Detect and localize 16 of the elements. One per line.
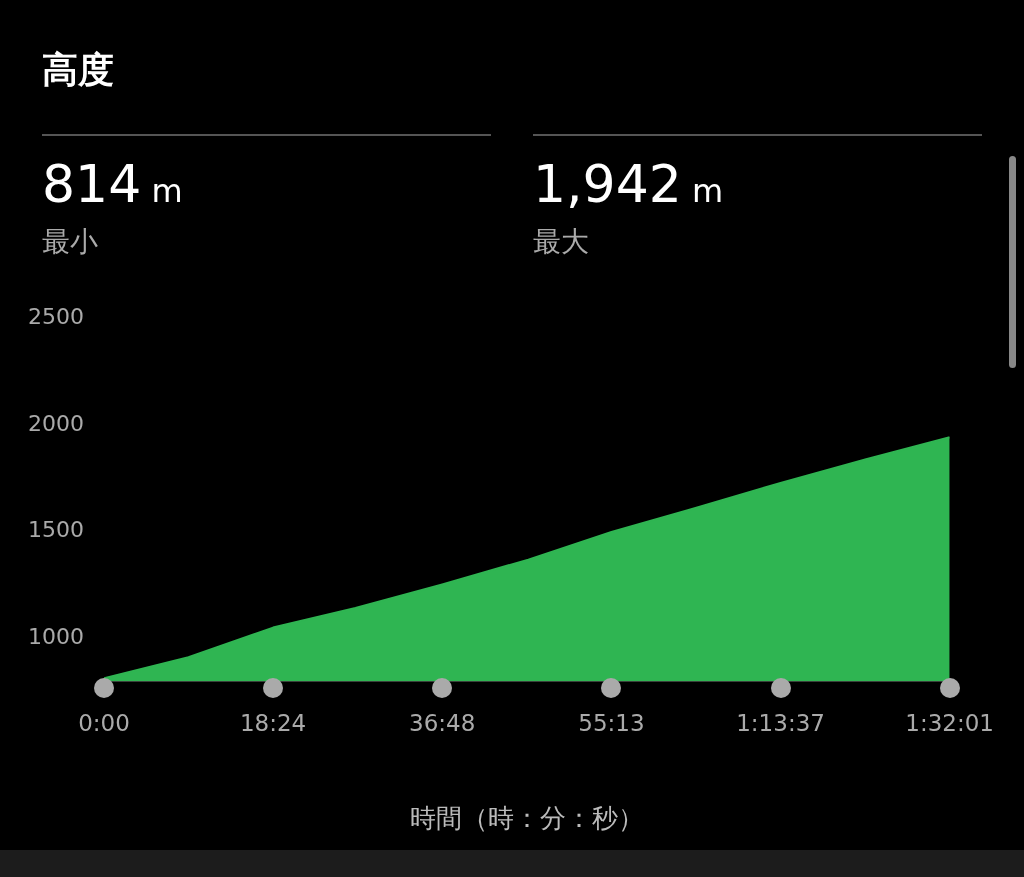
text: 814 m <box>42 154 184 216</box>
x-axis-title: 時間（時：分：秒） <box>409 803 644 834</box>
x-tick-label: 1:32:01 <box>905 709 994 736</box>
text: 最大 <box>533 224 590 260</box>
x-tick-label: 1:13:37 <box>736 709 825 736</box>
x-tick-label: 36:48 <box>409 709 476 736</box>
y-tick-label: 2000 <box>28 410 84 436</box>
y-tick-label: 2500 <box>28 303 84 329</box>
x-tick-label: 18:24 <box>239 709 307 736</box>
x-tick-label: 55:13 <box>578 709 645 736</box>
y-tick-label: 1500 <box>28 517 84 543</box>
chart-title: 高度 <box>42 48 114 92</box>
y-tick-label: 1000 <box>28 624 84 650</box>
x-tick-label: 0:00 <box>78 709 130 736</box>
text: 1,942 m <box>533 154 725 216</box>
text: 最小 <box>42 224 99 260</box>
